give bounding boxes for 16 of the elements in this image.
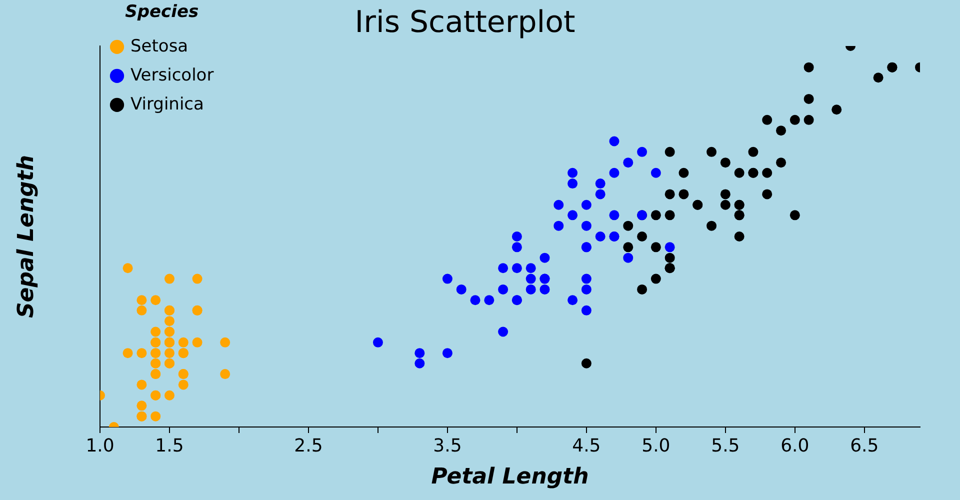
x-tick-label: 5.0 bbox=[642, 435, 670, 456]
x-tick-label: 2.5 bbox=[294, 435, 323, 456]
x-tick-label: 5.5 bbox=[711, 435, 740, 456]
x-tick-label: 6.0 bbox=[780, 435, 810, 456]
x-tick-label: 4.5 bbox=[572, 435, 601, 456]
x-axis-title: Petal Length bbox=[431, 464, 589, 490]
chart-title: Iris Scatterplot bbox=[354, 4, 576, 40]
legend-label: Versicolor bbox=[130, 65, 214, 86]
x-tick-label: 1.0 bbox=[86, 435, 114, 456]
legend-label: Setosa bbox=[130, 36, 188, 56]
legend-title: Species bbox=[125, 2, 199, 22]
x-tick-label: 6.5 bbox=[850, 435, 879, 456]
y-axis-title: Sepal Length bbox=[14, 154, 39, 318]
x-tick-label: 3.5 bbox=[433, 435, 462, 456]
x-tick-label: 1.5 bbox=[155, 435, 184, 456]
legend-label: Virginica bbox=[130, 94, 204, 114]
